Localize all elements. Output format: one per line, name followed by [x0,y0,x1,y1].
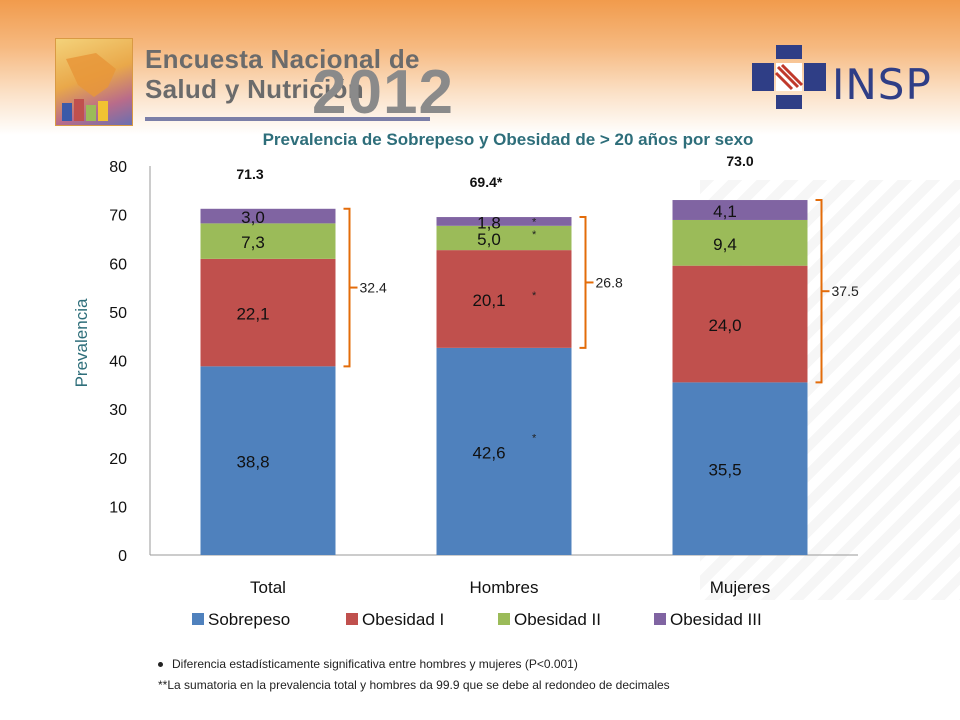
y-tick-label: 0 [118,548,127,565]
y-tick-label: 10 [109,499,127,516]
data-label: 1,8 [477,213,501,232]
x-tick-label: Hombres [470,578,539,597]
data-label: 5,0 [477,230,501,249]
y-tick-label: 20 [109,451,127,468]
obesity-total-label: 37.5 [832,283,859,299]
bar-segment [436,250,572,348]
footnote-rounding: **La sumatoria en la prevalencia total y… [158,678,670,692]
ensanut-logo-icon [55,38,133,126]
total-label: 71.3 [236,166,263,182]
legend-swatch [654,613,666,625]
bar-segment [200,258,336,367]
survey-name-line2: Salud y Nutrición [145,74,364,104]
obesity-bracket [815,199,823,384]
y-tick-label: 50 [109,305,127,322]
bar-segment [200,366,336,555]
legend-swatch [498,613,510,625]
significance-marker: * [532,290,537,302]
legend-label: Obesidad II [514,610,601,629]
bar-segment [436,217,572,226]
bar-segment [672,265,808,383]
significance-marker: * [532,432,537,444]
insp-logo-icon [752,45,826,109]
data-label: 22,1 [236,305,269,324]
bar-segment [436,225,572,251]
y-tick-label: 80 [109,159,127,176]
legend-swatch [346,613,358,625]
total-label: 69.4* [470,174,503,190]
y-tick-label: 60 [109,256,127,273]
y-tick-label: 70 [109,208,127,225]
chart-title: Prevalencia de Sobrepeso y Obesidad de >… [263,130,754,149]
bar-segment [200,208,336,224]
data-label: 9,4 [713,235,737,254]
legend-swatch [192,613,204,625]
survey-name: Encuesta Nacional de Salud y Nutrición [145,44,420,104]
survey-name-line1: Encuesta Nacional de [145,44,420,74]
legend-label: Obesidad III [670,610,762,629]
data-label: 4,1 [713,202,737,221]
data-label: 20,1 [472,291,505,310]
x-tick-label: Mujeres [710,578,770,597]
y-axis-label: Prevalencia [72,298,91,387]
bar-segment [672,200,808,220]
survey-year: 2012 [312,58,454,127]
significance-marker: * [532,216,537,228]
obesity-bracket [343,207,351,368]
bar-segment [672,219,808,266]
footnote-significance-text: Diferencia estadísticamente significativ… [172,657,578,671]
total-label: 73.0 [726,153,753,169]
data-label: 42,6 [472,443,505,462]
data-label: 35,5 [708,461,741,480]
data-label: 3,0 [241,208,265,227]
bullet-icon [158,662,163,668]
data-label: 7,3 [241,233,265,252]
data-label: 38,8 [236,453,269,472]
legend-label: Sobrepeso [208,610,290,629]
y-tick-label: 30 [109,402,127,419]
footnote-significance: Diferencia estadísticamente significativ… [158,657,578,671]
significance-marker: * [532,229,537,241]
obesity-total-label: 26.8 [596,274,623,290]
bar-segment [200,223,336,259]
bar-segment [672,382,808,555]
legend-label: Obesidad I [362,610,444,629]
insp-logo-text: INSP [832,60,932,109]
bar-segment [436,347,572,555]
obesity-total-label: 32.4 [360,280,387,296]
data-label: 24,0 [708,316,741,335]
obesity-bracket [579,216,587,349]
x-tick-label: Total [250,578,286,597]
y-tick-label: 40 [109,354,127,371]
logo-underline [145,117,430,121]
